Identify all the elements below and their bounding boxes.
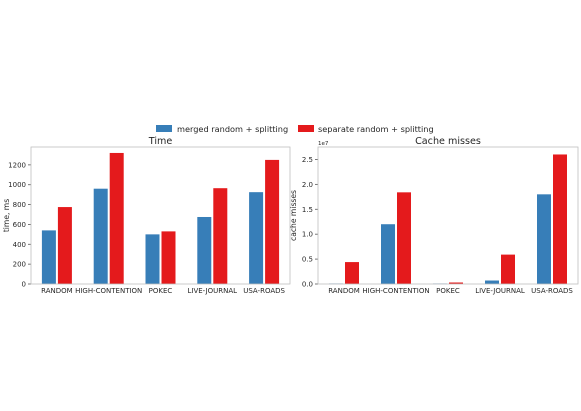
chart-title: Cache misses <box>415 136 481 147</box>
y-tick-label: 600 <box>13 221 26 229</box>
bar-usa-roads-series-1 <box>265 159 280 284</box>
y-tick-label: 2.5 <box>302 156 313 164</box>
y-tick-label: 800 <box>13 201 26 209</box>
bar-pokec-series-0 <box>145 234 160 284</box>
legend: merged random + splitting separate random… <box>156 124 434 134</box>
bar-live-journal-series-0 <box>485 280 499 284</box>
bar-usa-roads-series-0 <box>537 194 551 284</box>
x-tick-label: HIGH-CONTENTION <box>362 287 429 295</box>
bar-high-contention-series-1 <box>397 192 411 284</box>
y-axis-label: time, ms <box>2 199 11 232</box>
bar-random-series-1 <box>57 207 72 284</box>
bar-random-series-0 <box>41 230 56 284</box>
y-axis-scale-label: 1e7 <box>318 141 329 147</box>
bar-live-journal-series-1 <box>213 188 228 284</box>
bar-live-journal-series-0 <box>197 216 212 284</box>
x-tick-label: RANDOM <box>328 287 360 295</box>
x-tick-label: USA-ROADS <box>531 287 573 295</box>
cache-misses-chart: Cache misses cache misses 1e7 0.0 0.5 1.0 1.5 2… <box>289 136 579 295</box>
y-tick-label: 2.0 <box>302 181 313 189</box>
x-tick-label: LIVE-JOURNAL <box>475 287 525 295</box>
bar-high-contention-series-1 <box>109 152 124 284</box>
y-tick-label: 0 <box>22 281 26 289</box>
y-tick-label: 0.0 <box>302 281 313 289</box>
legend-swatch-0 <box>156 125 172 132</box>
x-tick-label: POKEC <box>436 287 460 295</box>
legend-swatch-1 <box>298 125 314 132</box>
plot-frame <box>30 146 291 285</box>
bar-high-contention-series-0 <box>93 188 108 284</box>
plot-frame <box>317 146 579 285</box>
x-tick-label: USA-ROADS <box>243 287 285 295</box>
x-tick-label: LIVE-JOURNAL <box>188 287 238 295</box>
time-chart: Time time, ms 0 200 400 600 800 1000 1200 RANDOM H… <box>2 136 291 295</box>
y-tick-label: 0.5 <box>302 256 313 264</box>
chart-title: Time <box>148 136 173 147</box>
bar-live-journal-series-1 <box>501 254 515 284</box>
bar-usa-roads-series-0 <box>249 192 264 284</box>
legend-label-0: merged random + splitting <box>177 124 288 134</box>
x-tick-label: POKEC <box>149 287 173 295</box>
y-axis-label: cache misses <box>289 190 298 241</box>
y-tick-label: 1.0 <box>302 231 313 239</box>
bar-usa-roads-series-1 <box>553 154 567 284</box>
y-tick-label: 1000 <box>8 181 26 189</box>
x-tick-label: RANDOM <box>41 287 73 295</box>
legend-label-1: separate random + splitting <box>318 124 434 134</box>
bar-pokec-series-1 <box>449 282 463 284</box>
bar-random-series-1 <box>345 262 359 284</box>
y-tick-label: 200 <box>13 261 26 269</box>
x-tick-label: HIGH-CONTENTION <box>75 287 142 295</box>
bar-high-contention-series-0 <box>381 224 395 284</box>
bar-pokec-series-1 <box>161 231 176 284</box>
y-tick-label: 1200 <box>8 161 26 169</box>
y-tick-label: 400 <box>13 241 26 249</box>
y-tick-label: 1.5 <box>302 206 313 214</box>
